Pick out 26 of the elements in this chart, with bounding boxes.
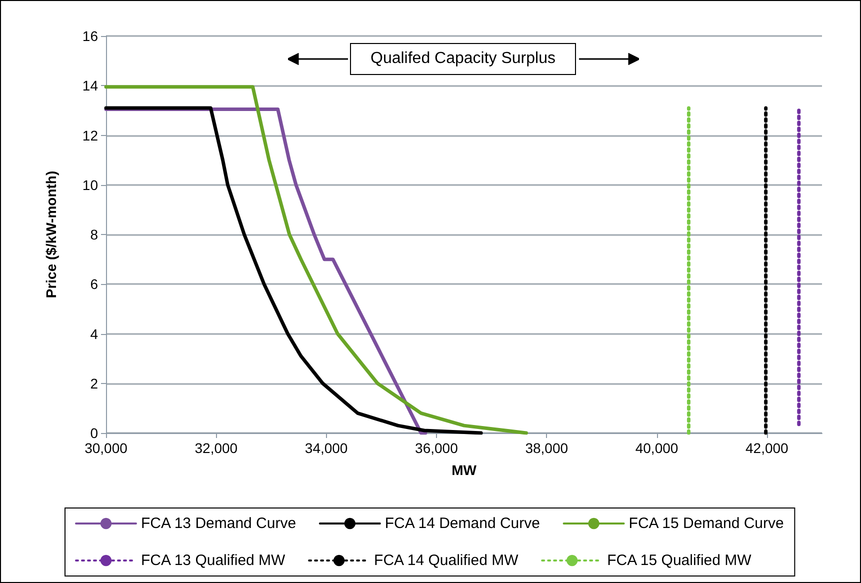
legend-label: FCA 13 Demand Curve [141,515,296,532]
y-tick-label: 4 [90,326,98,342]
legend-label: FCA 15 Demand Curve [628,515,784,532]
annotation: Qualifed Capacity Surplus [350,43,576,75]
y-tick-label: 0 [90,425,98,441]
y-axis-title: Price ($/kW-month) [43,170,59,298]
y-tick-label: 6 [90,276,98,292]
x-tick-label: 32,000 [194,440,238,456]
y-tick-label: 14 [82,78,98,94]
legend-label: FCA 13 Qualified MW [141,552,286,569]
line-series [104,85,528,435]
x-tick-label: 30,000 [84,440,128,456]
x-tick-label: 36,000 [415,440,458,456]
legend-label: FCA 14 Demand Curve [384,515,540,532]
y-tick-label: 10 [82,176,98,193]
y-tick-label: 2 [90,375,98,392]
x-tick-label: 42,000 [746,440,789,456]
x-tick-label: 34,000 [304,440,348,456]
legend-label: FCA 15 Qualified MW [607,552,752,569]
x-tick-label: 38,000 [525,440,568,456]
legend-label: FCA 14 Qualified MW [374,552,520,569]
x-axis-title: MW [452,462,478,478]
y-tick-label: 8 [90,226,98,242]
y-tick-label: 12 [82,127,98,144]
x-tick-label: 40,000 [635,440,678,456]
y-tick-label: 16 [82,28,98,44]
